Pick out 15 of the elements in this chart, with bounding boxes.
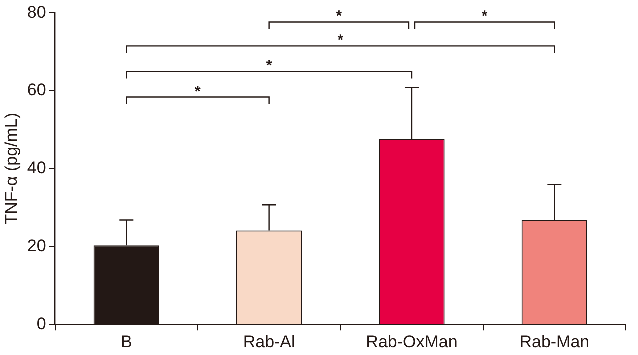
x-tick-label: Rab-Man [520, 332, 590, 352]
annotation: * [266, 58, 272, 75]
annotation: * [338, 32, 344, 50]
y-tick-label: 60 [27, 80, 46, 100]
x-tick-label: Rab-OxMan [366, 332, 458, 352]
x-tick-label: B [120, 332, 132, 352]
annotation: * [336, 8, 342, 26]
annotation: * [482, 8, 488, 26]
y-tick-label: 20 [27, 236, 46, 256]
y-tick-label: 40 [27, 158, 46, 178]
y-tick-label: 0 [36, 314, 46, 334]
x-tick-label: Rab-Al [243, 332, 296, 352]
y-axis-title: TNF-α (pg/mL) [2, 112, 21, 225]
annotation: * [195, 83, 202, 100]
y-tick-label: 80 [27, 2, 46, 22]
